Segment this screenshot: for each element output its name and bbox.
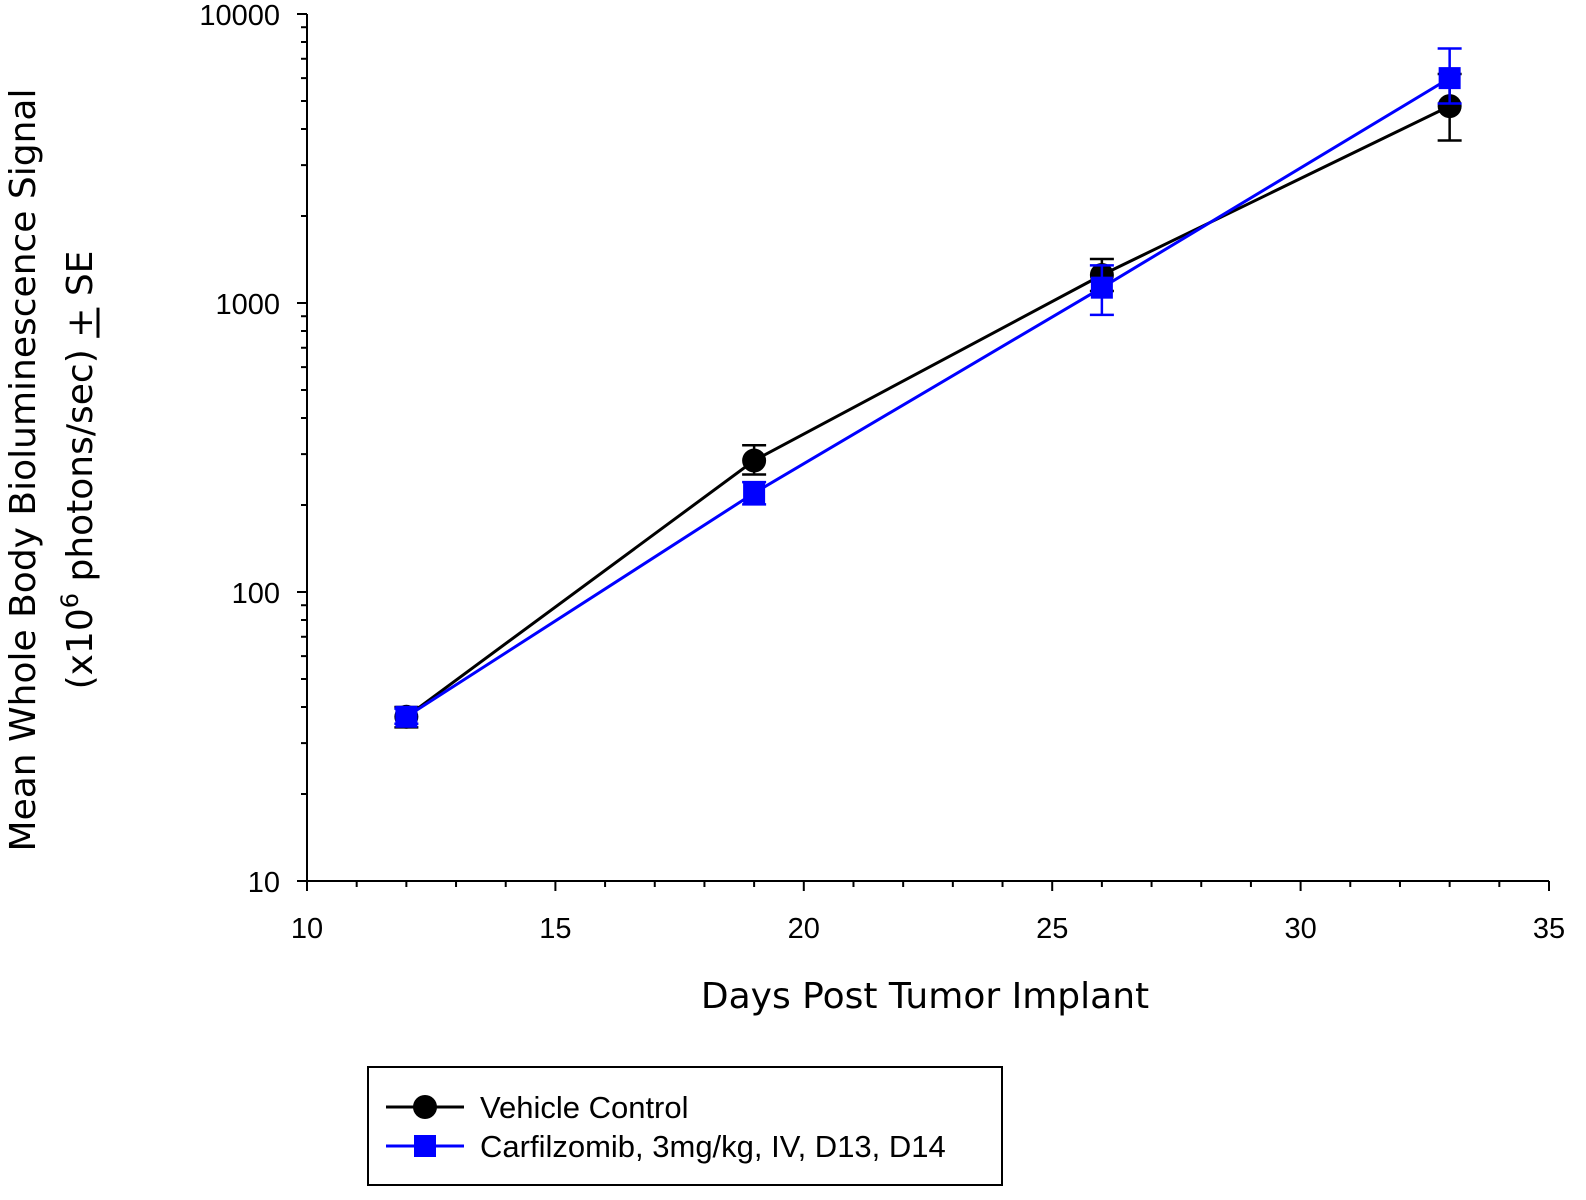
legend-box [367,1066,1003,1186]
legend-marker-carfilzomib [414,1135,436,1157]
legend-item-carfilzomib: Carfilzomib, 3mg/kg, IV, D13, D14 [386,1129,946,1164]
series-carfilzomib [394,47,1462,728]
y-axis-ticks: 10 100 1000 10000 [199,0,307,899]
y-tick-label: 10000 [199,0,280,32]
series-line [405,104,1451,718]
legend-item-vehicle: Vehicle Control [386,1090,689,1125]
data-point [1438,67,1461,90]
legend-label-carfilzomib: Carfilzomib, 3mg/kg, IV, D13, D14 [480,1129,946,1164]
axes [306,14,1549,882]
y-axis-title-plus: + [60,308,101,338]
y-axis-title-superscript: 6 [56,593,84,608]
y-axis-title-line1: Mean Whole Body Bioluminescence Signal [3,89,44,852]
y-axis-title-line2: (x106 photons/sec) + SE [56,251,101,690]
data-point [742,448,767,473]
x-tick-label: 35 [1533,913,1565,945]
y-axis-title-prefix: (x10 [60,608,101,689]
y-axis-title: Mean Whole Body Bioluminescence Signal (… [3,89,101,852]
x-tick-label: 15 [539,913,571,945]
y-tick-label: 10 [248,867,280,899]
y-axis-title-tail: SE [60,251,101,308]
x-tick-label: 20 [788,913,820,945]
y-axis-title-suffix: photons/sec) [60,338,101,593]
legend: Vehicle Control Carfilzomib, 3mg/kg, IV,… [367,1066,1003,1186]
legend-marker-vehicle [413,1095,437,1119]
x-tick-label: 30 [1284,913,1316,945]
data-point [743,482,766,505]
plot-area [394,47,1462,729]
data-point [1437,94,1462,119]
y-tick-label: 100 [232,578,280,610]
series-line [405,76,1451,719]
x-tick-label: 10 [291,913,323,945]
y-tick-label: 1000 [215,289,280,321]
data-point [395,705,418,728]
series-vehicle-control [394,72,1462,729]
x-axis-ticks: 10 15 20 25 30 35 [291,881,1565,945]
legend-label-vehicle: Vehicle Control [480,1090,689,1125]
data-point [1090,276,1113,299]
x-tick-label: 25 [1036,913,1068,945]
x-axis-title: Days Post Tumor Implant [701,976,1149,1017]
